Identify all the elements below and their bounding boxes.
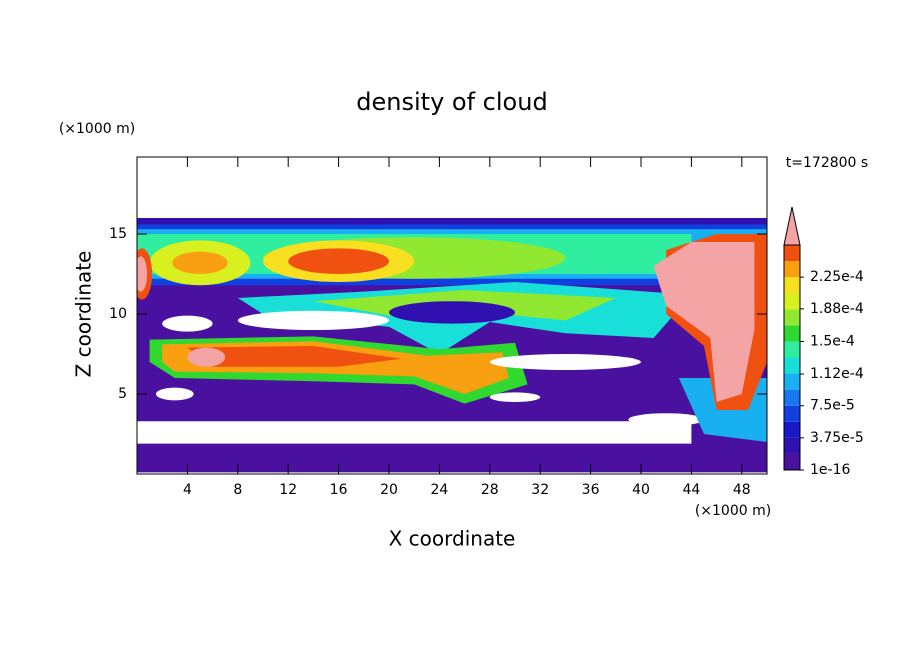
colorbar-tick-label: 2.25e-4 <box>810 269 864 285</box>
colorbar-band <box>784 389 800 406</box>
time-label: t=172800 s <box>786 155 868 171</box>
contour-region <box>187 346 402 367</box>
colorbar-frame <box>783 244 801 471</box>
colorbar-band <box>784 293 800 310</box>
colorbar-band <box>784 309 800 326</box>
x-tick-label: 36 <box>582 482 600 498</box>
contour-region <box>237 310 389 330</box>
plot-frame <box>136 156 768 475</box>
colorbar-band <box>784 277 800 294</box>
colorbar-band <box>784 357 800 374</box>
colorbar-tick-label: 1e-16 <box>810 462 850 478</box>
x-tick-label: 48 <box>733 482 751 498</box>
contour-region <box>489 354 641 370</box>
x-tick-label: 4 <box>183 482 192 498</box>
y-tick-label: 10 <box>109 306 127 322</box>
contour-region <box>155 387 194 401</box>
y-unit: (×1000 m) <box>59 121 135 137</box>
contour-region <box>137 421 692 444</box>
contour-region <box>389 301 515 324</box>
contour-region <box>489 392 541 403</box>
colorbar-band <box>784 245 800 262</box>
y-axis-label: Z coordinate <box>72 251 96 378</box>
colorbar-band <box>784 261 800 278</box>
contour-region <box>653 242 755 402</box>
chart-title: density of cloud <box>356 88 547 116</box>
x-tick-label: 28 <box>481 482 499 498</box>
colorbar-band <box>784 405 800 422</box>
x-tick-label: 40 <box>632 482 650 498</box>
x-unit: (×1000 m) <box>695 503 771 519</box>
colorbar-band <box>784 453 800 470</box>
x-tick-label: 32 <box>531 482 549 498</box>
y-tick-label: 5 <box>118 386 127 402</box>
colorbar-tick-label: 7.5e-5 <box>810 398 855 414</box>
contour-region <box>288 248 389 274</box>
contour-region <box>162 315 213 332</box>
colorbar-tick-label: 3.75e-5 <box>810 430 864 446</box>
colorbar-tick-label: 1.88e-4 <box>810 301 864 317</box>
colorbar-tick-label: 1.12e-4 <box>810 366 864 382</box>
contour-region <box>172 251 228 274</box>
colorbar-band <box>784 421 800 438</box>
x-tick-label: 12 <box>279 482 297 498</box>
x-axis-label: X coordinate <box>389 527 516 551</box>
contour-region <box>137 218 767 225</box>
colorbar-band <box>784 341 800 358</box>
colorbar-tick-label: 1.5e-4 <box>810 333 855 349</box>
x-tick-label: 8 <box>233 482 242 498</box>
contour-region <box>187 347 226 367</box>
y-tick-label: 15 <box>109 226 127 242</box>
colorbar-band <box>784 437 800 454</box>
colorbar-band <box>784 325 800 342</box>
x-tick-label: 44 <box>682 482 700 498</box>
x-tick-label: 16 <box>330 482 348 498</box>
colorbar-band <box>784 373 800 390</box>
contour-field <box>137 218 767 473</box>
x-tick-label: 24 <box>430 482 448 498</box>
x-tick-label: 20 <box>380 482 398 498</box>
contour-region <box>137 256 148 292</box>
